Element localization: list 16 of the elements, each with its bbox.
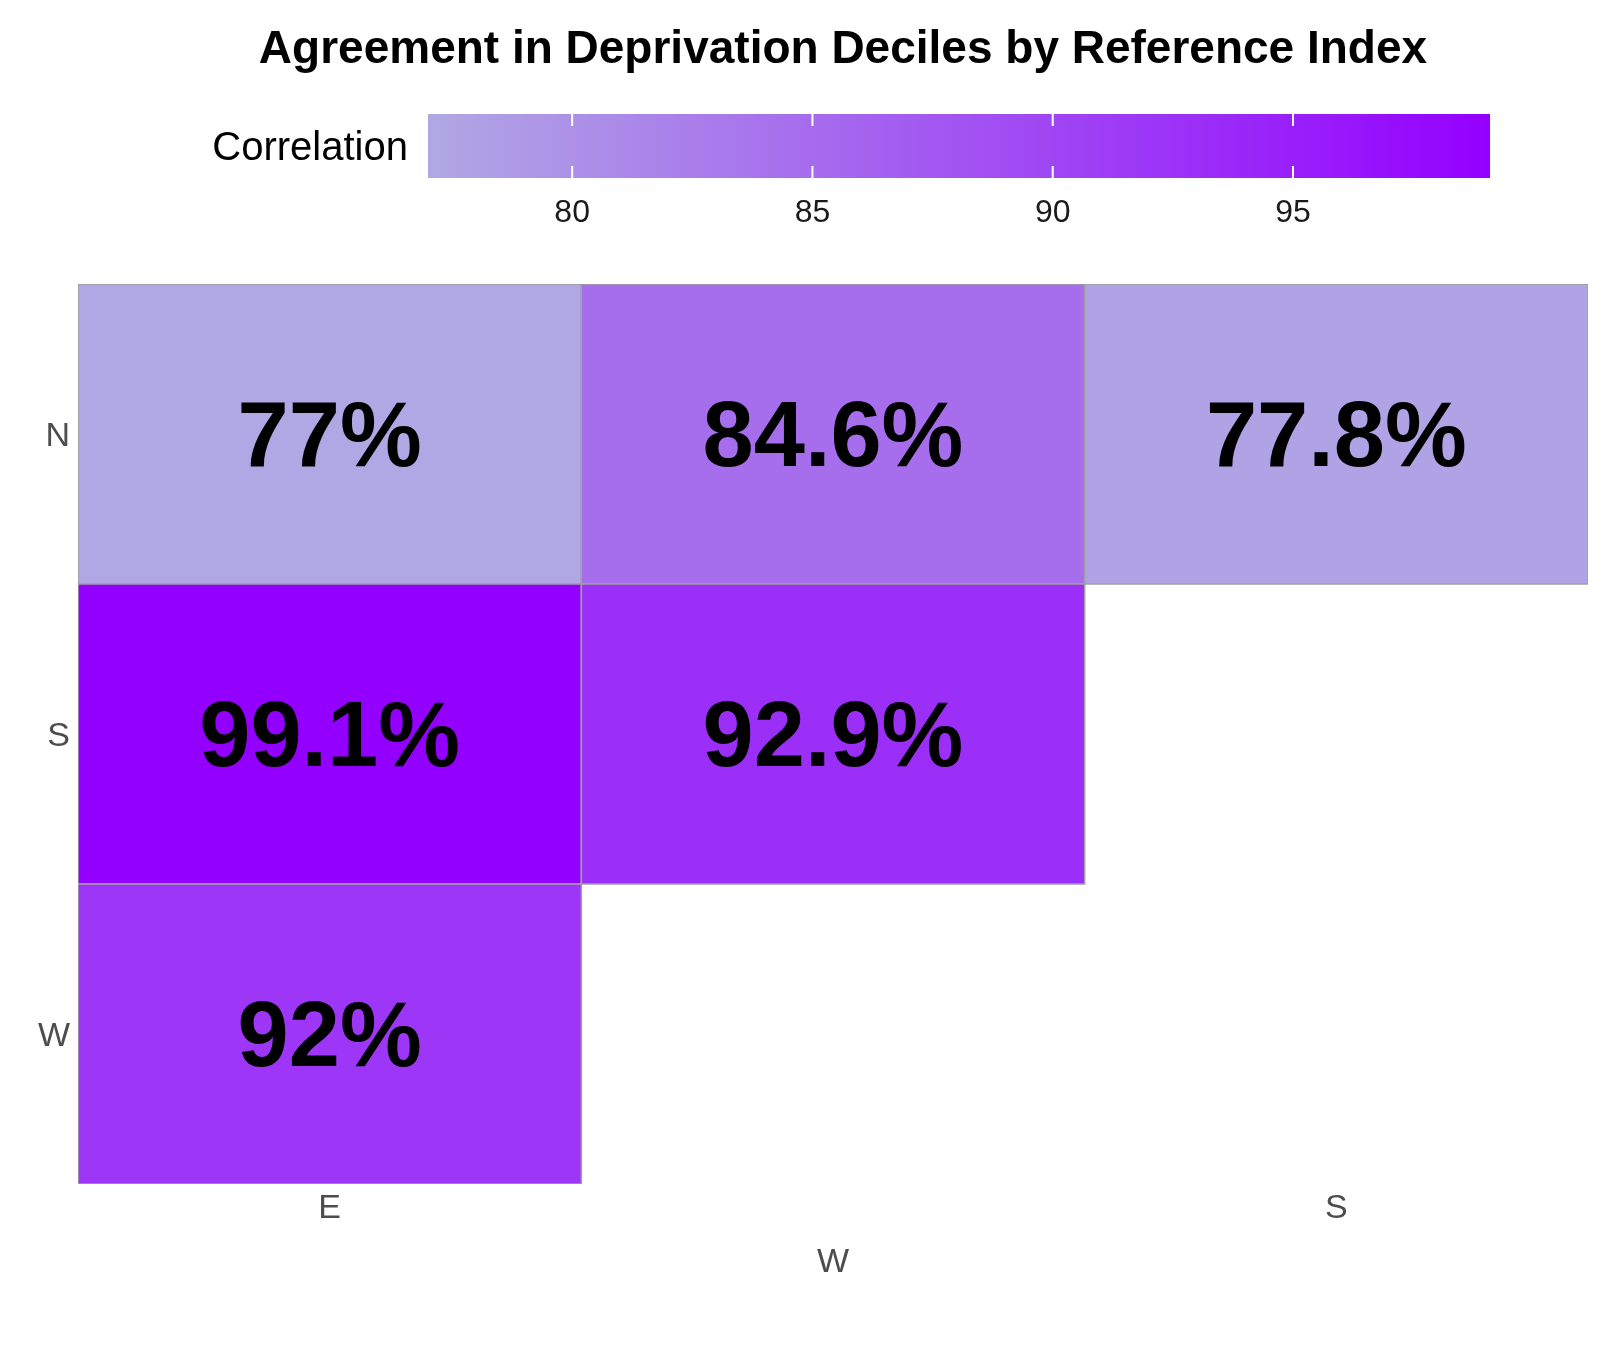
data-label: 77% <box>237 383 422 485</box>
data-label: 92.9% <box>702 683 964 785</box>
data-label: 99.1% <box>199 683 461 785</box>
color-bar-label: 95 <box>1275 193 1311 229</box>
data-label: 84.6% <box>702 383 964 485</box>
y-tick-label: N <box>45 415 70 454</box>
color-bar-label: 85 <box>794 193 831 229</box>
color-bar-label: 80 <box>554 193 590 229</box>
color-bar-title: Correlation <box>212 124 408 168</box>
y-tick-label: S <box>47 715 70 754</box>
data-label: 77.8% <box>1205 383 1467 485</box>
color-bar-label: 90 <box>1034 193 1071 229</box>
data-label: 92% <box>237 983 422 1085</box>
x-tick-label: E <box>318 1187 342 1225</box>
chart-title: Agreement in Deprivation Deciles by Reference Index <box>257 20 1429 74</box>
y-tick-label: W <box>37 1015 70 1054</box>
